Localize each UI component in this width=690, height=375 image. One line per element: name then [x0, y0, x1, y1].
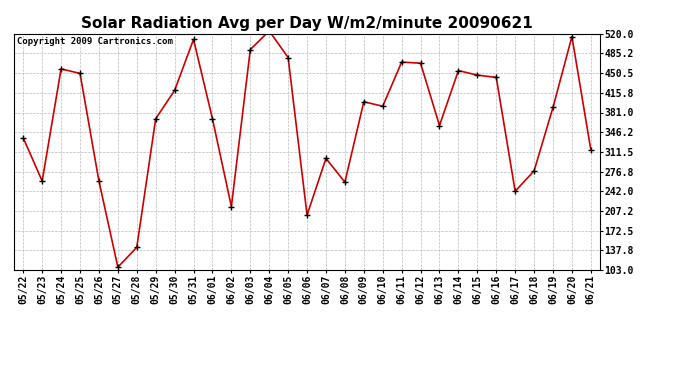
Title: Solar Radiation Avg per Day W/m2/minute 20090621: Solar Radiation Avg per Day W/m2/minute …: [81, 16, 533, 31]
Text: Copyright 2009 Cartronics.com: Copyright 2009 Cartronics.com: [17, 37, 172, 46]
